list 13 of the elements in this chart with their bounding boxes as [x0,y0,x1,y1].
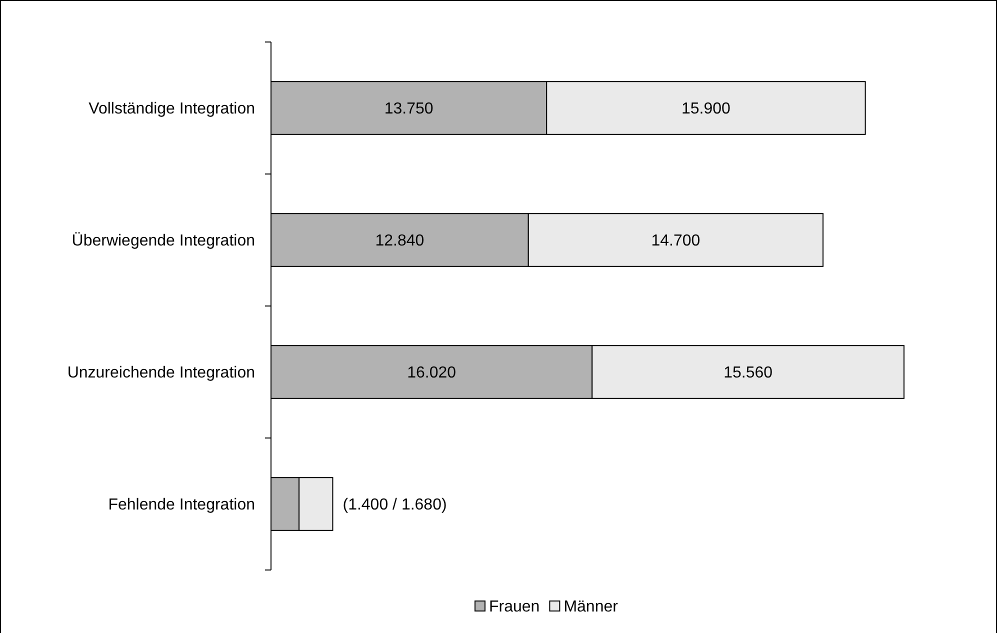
data-label: 15.900 [681,100,731,118]
y-tick-label: Überwiegende Integration [72,232,255,250]
data-label: 15.560 [724,364,773,382]
annotation: (1.400 / 1.680) [342,496,447,514]
y-tick-label: Unzureichende Integration [67,364,255,382]
data-label: 16.020 [407,364,456,382]
legend-label: Männer [564,598,619,616]
y-tick-label: Vollständige Integration [88,100,255,118]
y-tick-label: Fehlende Integration [108,496,255,514]
data-label: 12.840 [375,232,424,250]
data-label: 13.750 [384,100,434,118]
data-label: 14.700 [651,232,700,250]
legend-label: Frauen [489,598,540,616]
